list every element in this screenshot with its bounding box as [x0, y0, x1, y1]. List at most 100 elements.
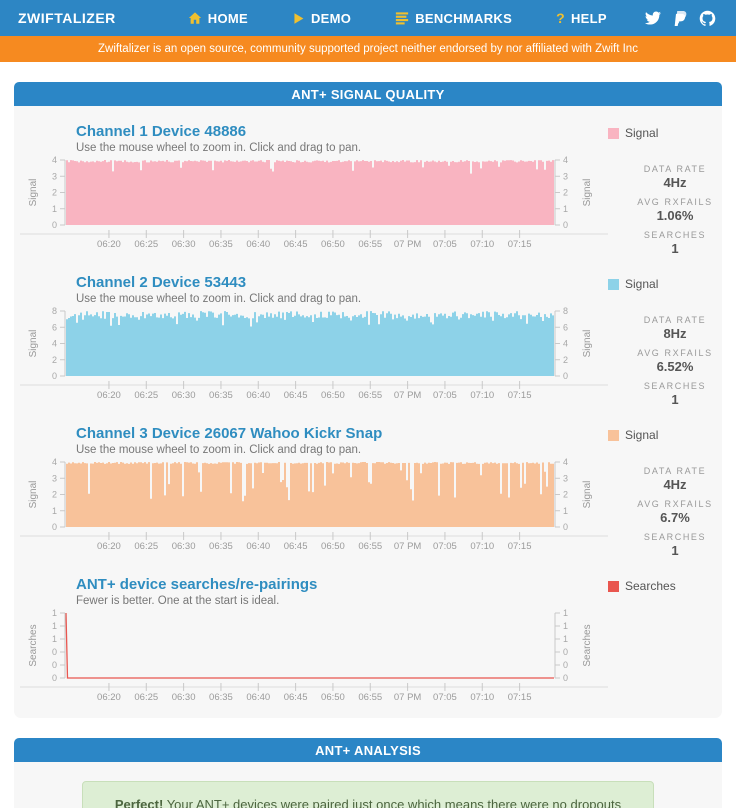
github-icon[interactable]: [699, 10, 716, 27]
chart-row-1: Channel 1 Device 48886 Use the mouse whee…: [20, 118, 716, 263]
svg-text:07 PM: 07 PM: [394, 239, 422, 250]
channel-stats: DATA RATE 8Hz AVG RXFAILS 6.52% SEARCHES 1: [634, 315, 716, 407]
svg-text:4: 4: [52, 339, 57, 349]
svg-text:1: 1: [52, 634, 57, 644]
svg-text:06:40: 06:40: [246, 390, 270, 401]
svg-text:06:50: 06:50: [321, 692, 345, 703]
chart-title: ANT+ device searches/re-pairings: [76, 576, 318, 593]
svg-text:0: 0: [52, 673, 57, 683]
data-rate-value: 4Hz: [663, 477, 687, 492]
analysis-body: Perfect! Your ANT+ devices were paired j…: [14, 762, 722, 808]
disclaimer-text: Zwiftalizer is an open source, community…: [98, 43, 638, 55]
data-rate-label: DATA RATE: [643, 164, 707, 174]
svg-text:06:25: 06:25: [134, 692, 158, 703]
legend-label: Signal: [625, 277, 659, 291]
nav-item-help[interactable]: ? HELP: [556, 10, 607, 26]
signal-chart-3[interactable]: 4 4 3 3 2 2 1 1 0 0 Signal Signal 06:20 06:25 06:30 06:…: [20, 457, 608, 555]
svg-text:0: 0: [563, 673, 568, 683]
svg-text:Searches: Searches: [28, 624, 39, 666]
svg-text:0: 0: [52, 647, 57, 657]
svg-text:06:25: 06:25: [134, 239, 158, 250]
nav-item-label: HELP: [570, 10, 607, 26]
svg-text:06:25: 06:25: [134, 541, 158, 552]
twitter-icon[interactable]: [644, 10, 662, 26]
svg-text:06:35: 06:35: [209, 390, 233, 401]
svg-text:8: 8: [563, 306, 568, 316]
chart-main: Channel 1 Device 48886 Use the mouse whee…: [20, 118, 608, 263]
list-icon: [395, 11, 409, 25]
svg-text:0: 0: [563, 647, 568, 657]
svg-text:2: 2: [563, 490, 568, 500]
svg-text:07:05: 07:05: [433, 239, 457, 250]
svg-text:0: 0: [52, 371, 57, 381]
chart-subtitle: Use the mouse wheel to zoom in. Click an…: [76, 142, 362, 154]
svg-text:06:55: 06:55: [358, 692, 382, 703]
svg-text:Signal: Signal: [28, 481, 39, 509]
analysis-success-message: Perfect! Your ANT+ devices were paired j…: [82, 781, 654, 808]
nav-item-label: HOME: [207, 10, 248, 26]
svg-text:06:40: 06:40: [246, 541, 270, 552]
svg-text:0: 0: [563, 371, 568, 381]
avg-rxfails-label: AVG RXFAILS: [637, 197, 713, 207]
brand-logo[interactable]: ZWIFTALIZER: [18, 10, 116, 26]
signal-quality-header: ANT+ SIGNAL QUALITY: [14, 82, 722, 106]
svg-text:6: 6: [52, 322, 57, 332]
chart-row-4: ANT+ device searches/re-pairings Fewer is…: [20, 571, 716, 706]
play-icon: [292, 12, 305, 25]
svg-text:06:50: 06:50: [321, 239, 345, 250]
analysis-header: ANT+ ANALYSIS: [14, 738, 722, 762]
svg-text:3: 3: [563, 473, 568, 483]
nav-item-benchmarks[interactable]: BENCHMARKS: [395, 11, 512, 26]
svg-text:4: 4: [563, 339, 568, 349]
svg-text:1: 1: [52, 608, 57, 618]
legend: Searches: [608, 579, 716, 593]
svg-text:07 PM: 07 PM: [394, 390, 422, 401]
signal-quality-panel: ANT+ SIGNAL QUALITY Channel 1 Device 488…: [14, 82, 722, 718]
chart-main: ANT+ device searches/re-pairings Fewer is…: [20, 571, 608, 706]
svg-text:06:45: 06:45: [284, 239, 308, 250]
chart-subtitle: Use the mouse wheel to zoom in. Click an…: [76, 293, 362, 305]
svg-text:07:15: 07:15: [508, 692, 532, 703]
avg-rxfails-label: AVG RXFAILS: [637, 348, 713, 358]
svg-text:0: 0: [52, 660, 57, 670]
svg-text:06:55: 06:55: [358, 239, 382, 250]
signal-chart-2[interactable]: 8 8 6 6 4 4 2 2 0 0 Signal Signal 06:20 06:25 06:30 06:…: [20, 306, 608, 404]
svg-text:06:20: 06:20: [97, 239, 121, 250]
chart-main: Channel 2 Device 53443 Use the mouse whee…: [20, 269, 608, 414]
svg-text:07 PM: 07 PM: [394, 541, 422, 552]
legend: Signal: [608, 277, 716, 291]
signal-chart-1[interactable]: 4 4 3 3 2 2 1 1 0 0 Signal Signal 06:20 06:25 06:30 06:…: [20, 155, 608, 253]
legend-swatch: [608, 580, 619, 592]
nav-item-demo[interactable]: DEMO: [292, 11, 351, 26]
avg-rxfails-label: AVG RXFAILS: [637, 499, 713, 509]
home-icon: [188, 11, 202, 25]
svg-text:06:35: 06:35: [209, 541, 233, 552]
analysis-message-text: Your ANT+ devices were paired just once …: [166, 797, 622, 808]
channel-stats: DATA RATE 4Hz AVG RXFAILS 6.7% SEARCHES 1: [634, 466, 716, 558]
nav-item-label: BENCHMARKS: [415, 10, 513, 26]
searches-chart-4[interactable]: 1 1 1 1 1 1 0 0 0 0 0 0 Searches Searches 06:20 06:25 06…: [20, 608, 608, 706]
searches-value: 1: [671, 241, 679, 256]
svg-text:Signal: Signal: [582, 179, 593, 207]
svg-text:07:10: 07:10: [470, 692, 494, 703]
svg-text:1: 1: [563, 634, 568, 644]
svg-text:6: 6: [563, 322, 568, 332]
svg-text:07:10: 07:10: [470, 541, 494, 552]
data-rate-label: DATA RATE: [643, 315, 707, 325]
svg-text:4: 4: [52, 457, 57, 467]
legend: Signal: [608, 126, 716, 140]
paypal-icon[interactable]: [673, 10, 688, 27]
svg-text:06:35: 06:35: [209, 692, 233, 703]
svg-text:2: 2: [563, 355, 568, 365]
chart-subtitle: Fewer is better. One at the start is ide…: [76, 595, 280, 607]
svg-text:Signal: Signal: [28, 330, 39, 358]
avg-rxfails-value: 6.7%: [660, 510, 690, 525]
chart-title: Channel 3 Device 26067 Wahoo Kickr Snap: [76, 425, 383, 442]
chart-row-2: Channel 2 Device 53443 Use the mouse whee…: [20, 269, 716, 414]
svg-text:06:20: 06:20: [97, 692, 121, 703]
svg-text:4: 4: [52, 155, 57, 165]
svg-text:0: 0: [563, 220, 568, 230]
svg-text:1: 1: [52, 204, 57, 214]
searches-value: 1: [671, 392, 679, 407]
nav-item-home[interactable]: HOME: [188, 11, 248, 26]
